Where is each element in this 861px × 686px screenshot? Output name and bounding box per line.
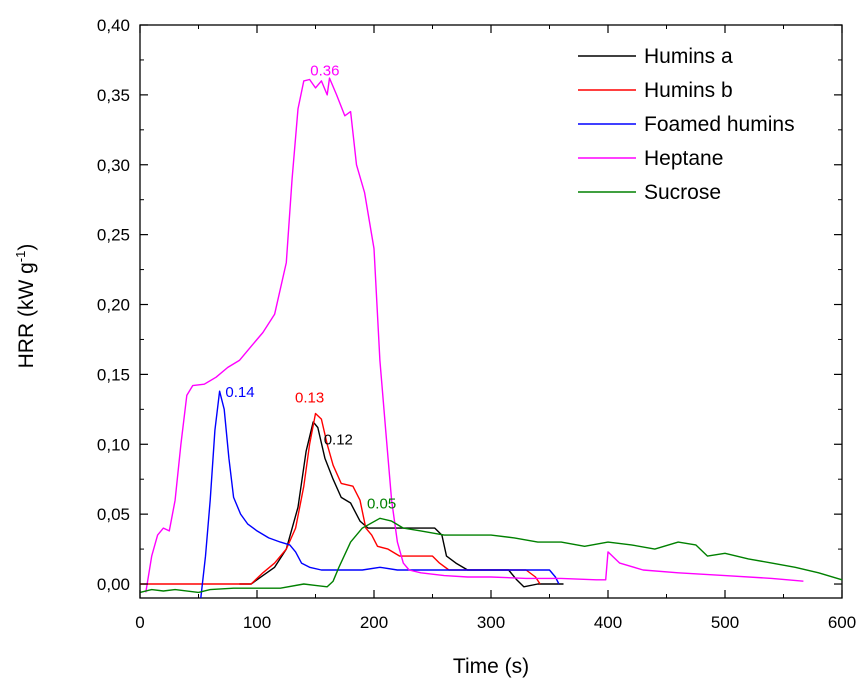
series-line-humins-b [140, 412, 541, 585]
x-tick-label: 0 [135, 613, 144, 632]
x-tick-label: 300 [477, 613, 505, 632]
y-axis-title-main: HRR (kW g [15, 262, 38, 368]
y-axis-title-superscript: -1 [13, 251, 28, 263]
series-line-humins-a [239, 421, 564, 588]
series-line-heptane [145, 77, 804, 593]
peak-label: 0.05 [367, 496, 396, 513]
ticks-layer: 0 100 200 300 400 500 600 0,00 0,05 0,10 0,15 0,20 0… [97, 16, 856, 632]
legend: Humins a Humins b Foamed humins Heptane Sucr… [578, 45, 795, 204]
y-tick-label: 0,25 [97, 226, 130, 245]
legend-label: Heptane [644, 147, 723, 170]
annotation-layer: 0.36 0.14 0.13 0.12 0.05 [225, 62, 396, 512]
legend-label: Foamed humins [644, 113, 795, 136]
series-layer [139, 77, 843, 599]
x-tick-label: 500 [711, 613, 739, 632]
x-tick-label: 200 [360, 613, 388, 632]
y-tick-label: 0,00 [97, 575, 130, 594]
legend-label: Humins b [644, 79, 733, 102]
x-tick-label: 400 [594, 613, 622, 632]
y-tick-label: 0,20 [97, 296, 130, 315]
peak-label: 0.36 [310, 62, 339, 79]
series-line-sucrose [139, 517, 843, 594]
y-tick-label: 0,15 [97, 365, 130, 384]
series-line-foamed-humins [200, 390, 560, 599]
y-axis-title: HRR (kW g-1) [13, 244, 38, 369]
y-tick-label: 0,10 [97, 435, 130, 454]
peak-label: 0.13 [295, 389, 324, 406]
peak-label: 0.14 [225, 384, 254, 401]
legend-label: Humins a [644, 45, 733, 68]
plot-border [139, 24, 843, 599]
y-tick-label: 0,05 [97, 505, 130, 524]
x-tick-label: 600 [828, 613, 856, 632]
y-tick-label: 0,30 [97, 156, 130, 175]
legend-label: Sucrose [644, 181, 721, 204]
y-tick-label: 0,40 [97, 16, 130, 35]
peak-label: 0.12 [324, 431, 353, 448]
y-tick-label: 0,35 [97, 86, 130, 105]
y-axis-title-close: ) [15, 244, 38, 251]
x-axis-title: Time (s) [453, 655, 529, 678]
x-tick-label: 100 [243, 613, 271, 632]
plot-frame [139, 24, 843, 599]
